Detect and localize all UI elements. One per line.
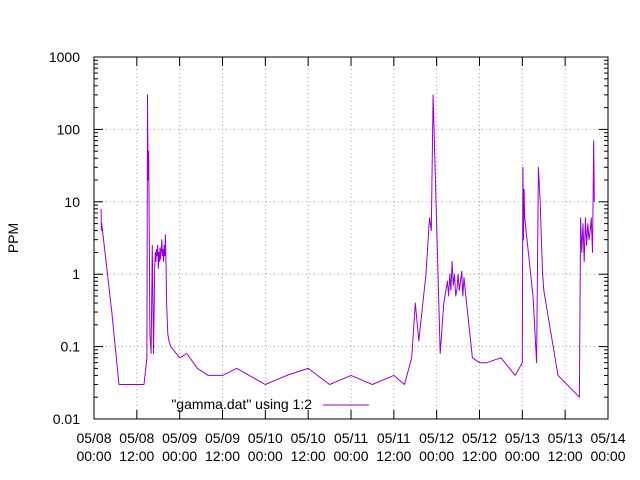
x-tick-label-date: 05/14: [590, 430, 625, 446]
y-tick-label: 0.01: [53, 411, 80, 427]
grid: [94, 57, 608, 419]
y-tick-label: 0.1: [61, 339, 81, 355]
x-tick-label-time: 12:00: [119, 448, 154, 464]
x-tick-label-date: 05/09: [205, 430, 240, 446]
x-tick-label-time: 12:00: [291, 448, 326, 464]
x-tick-label-date: 05/12: [419, 430, 454, 446]
y-axis-tick-labels: 0.01 0.1 1 10 100 1000: [49, 49, 80, 427]
x-tick-label-date: 05/10: [291, 430, 326, 446]
legend: "gamma.dat" using 1:2: [171, 396, 369, 412]
series-line-0: [100, 94, 595, 398]
y-axis-label: PPM: [5, 223, 21, 253]
series-lines: [100, 94, 595, 398]
x-tick-label-time: 00:00: [590, 448, 625, 464]
x-tick-label-date: 05/12: [462, 430, 497, 446]
y-tick-label: 10: [64, 194, 80, 210]
x-tick-label-date: 05/13: [505, 430, 540, 446]
y-tick-label: 1000: [49, 49, 80, 65]
x-tick-label-time: 00:00: [248, 448, 283, 464]
x-tick-label-date: 05/13: [548, 430, 583, 446]
x-tick-label-time: 12:00: [548, 448, 583, 464]
x-tick-label-date: 05/11: [377, 430, 411, 446]
x-tick-label-date: 05/08: [76, 430, 111, 446]
x-tick-label-time: 12:00: [376, 448, 411, 464]
x-tick-label-time: 00:00: [505, 448, 540, 464]
x-tick-label-date: 05/10: [248, 430, 283, 446]
x-tick-label-date: 05/09: [162, 430, 197, 446]
x-tick-label-time: 00:00: [162, 448, 197, 464]
axis-ticks: [93, 56, 609, 420]
x-tick-label-time: 00:00: [76, 448, 111, 464]
legend-entry-label: "gamma.dat" using 1:2: [171, 396, 312, 412]
y-tick-label: 100: [57, 121, 81, 137]
x-tick-label-time: 12:00: [462, 448, 497, 464]
x-axis-tick-labels: 05/08 00:00 05/08 12:00 05/09 00:00 05/09 12:00…: [76, 430, 625, 464]
y-tick-label: 1: [72, 266, 80, 282]
x-tick-label-date: 05/08: [119, 430, 154, 446]
x-tick-label-time: 00:00: [419, 448, 454, 464]
x-tick-label-time: 00:00: [333, 448, 368, 464]
x-tick-label-time: 12:00: [205, 448, 240, 464]
x-tick-label-date: 05/11: [334, 430, 368, 446]
